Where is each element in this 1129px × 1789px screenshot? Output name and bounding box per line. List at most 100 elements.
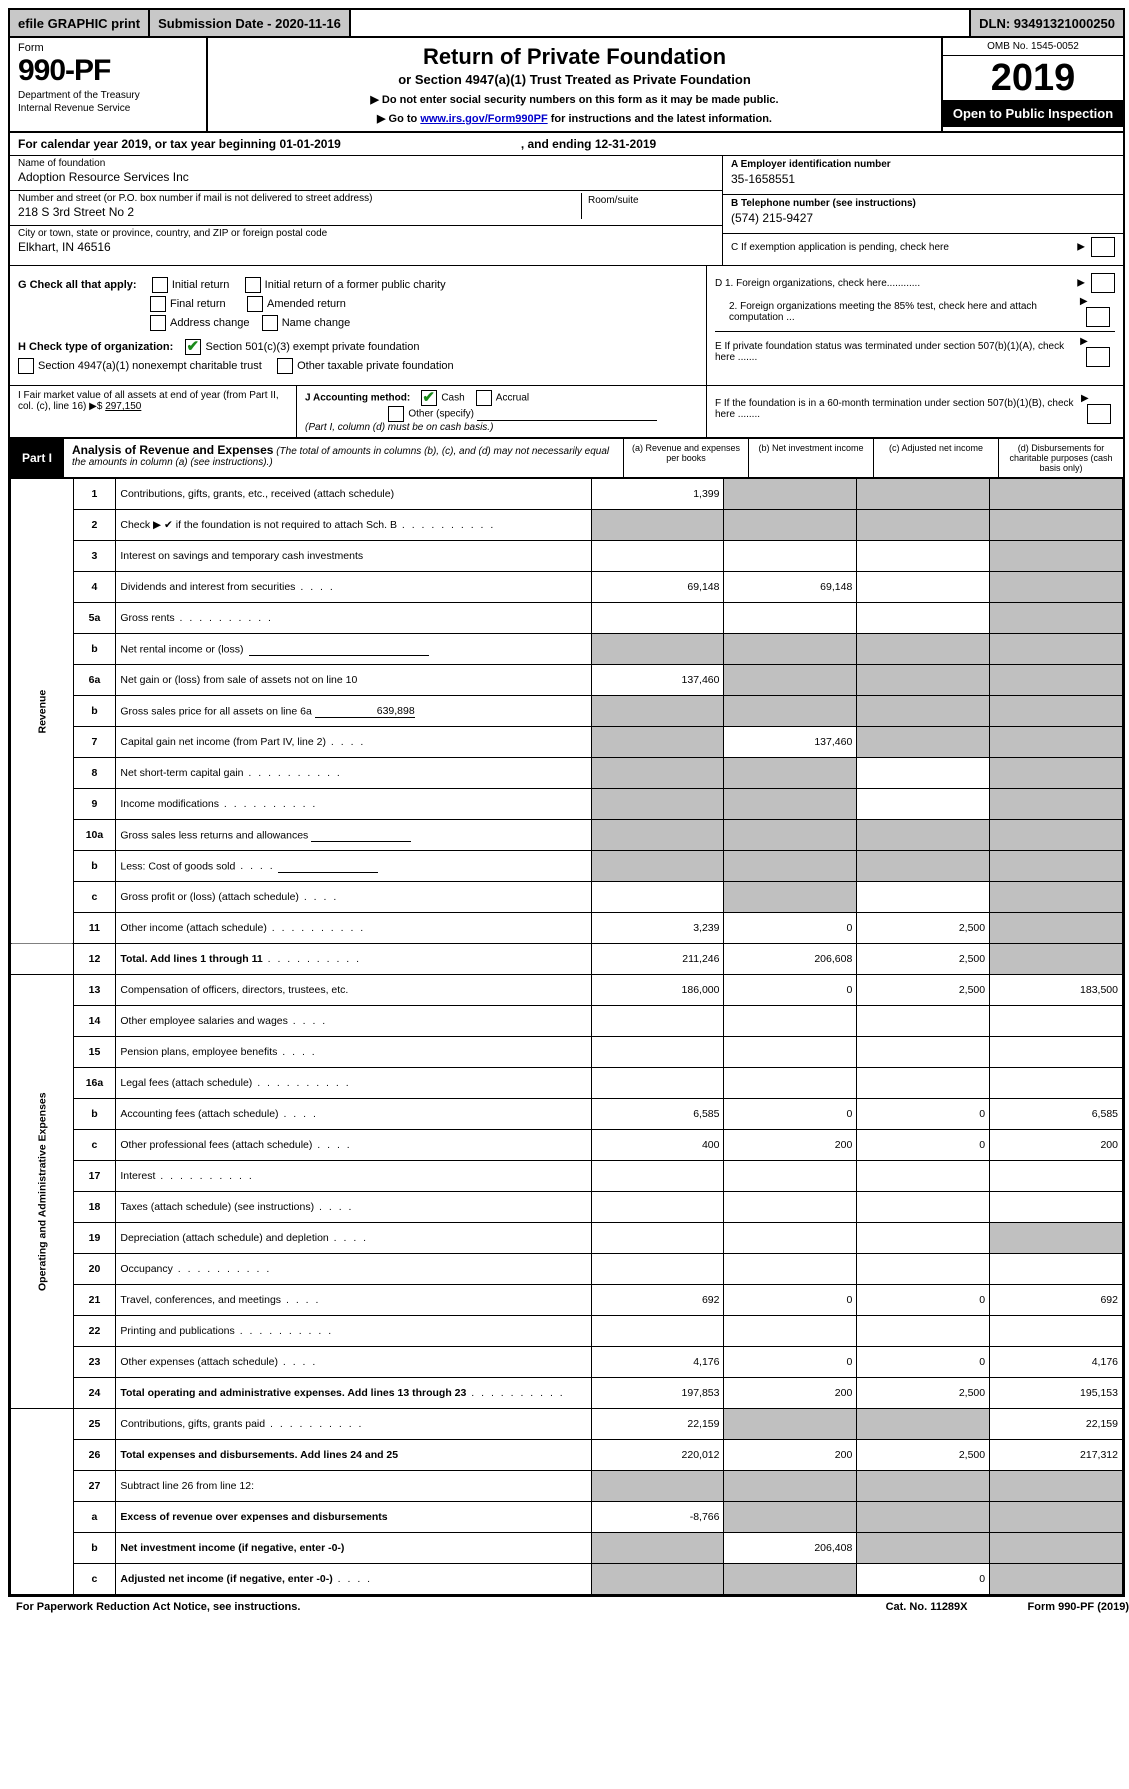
table-row: 24 Total operating and administrative ex… (11, 1378, 1123, 1409)
exemption-pending: C If exemption application is pending, c… (723, 234, 1123, 265)
d2-label: 2. Foreign organizations meeting the 85%… (715, 301, 1080, 323)
entity-right: A Employer identification number 35-1658… (723, 156, 1123, 265)
c-label: C If exemption application is pending, c… (731, 242, 949, 253)
table-row: 19 Depreciation (attach schedule) and de… (11, 1223, 1123, 1254)
irs-label: Internal Revenue Service (18, 103, 198, 114)
lbl-amended: Amended return (267, 298, 346, 310)
chk-initial[interactable] (152, 277, 168, 293)
i-box: I Fair market value of all assets at end… (10, 386, 297, 437)
d2-checkbox[interactable] (1086, 307, 1110, 327)
i-label: I Fair market value of all assets at end… (18, 390, 279, 412)
chk-cash[interactable] (421, 390, 437, 406)
lbl-4947: Section 4947(a)(1) nonexempt charitable … (38, 360, 262, 372)
line-desc: Check ▶ ✔ if the foundation is not requi… (116, 510, 591, 541)
chk-4947[interactable] (18, 358, 34, 374)
f-checkbox[interactable] (1087, 404, 1111, 424)
h-label: H Check type of organization: (18, 341, 173, 353)
table-row: c Adjusted net income (if negative, ente… (11, 1564, 1123, 1595)
line-num: 1 (73, 479, 116, 510)
chk-addr-change[interactable] (150, 315, 166, 331)
ein-box: A Employer identification number 35-1658… (723, 156, 1123, 195)
e-row: E If private foundation status was termi… (715, 331, 1115, 367)
dept-treasury: Department of the Treasury (18, 90, 198, 101)
table-row: c Gross profit or (loss) (attach schedul… (11, 882, 1123, 913)
header-center: Return of Private Foundation or Section … (208, 38, 941, 131)
foundation-name: Adoption Resource Services Inc (18, 170, 714, 184)
e-label: E If private foundation status was termi… (715, 341, 1080, 363)
h-row: H Check type of organization: Section 50… (18, 339, 698, 355)
open-to-public: Open to Public Inspection (943, 100, 1123, 127)
table-row: 21 Travel, conferences, and meetings 692… (11, 1285, 1123, 1316)
d1-row: D 1. Foreign organizations, check here..… (715, 273, 1115, 293)
part1-tag: Part I (10, 439, 64, 477)
d1-arrow: ▶ (1077, 273, 1115, 293)
chk-other-method[interactable] (388, 406, 404, 422)
cal-end: , and ending 12-31-2019 (521, 137, 656, 151)
header-left: Form 990-PF Department of the Treasury I… (10, 38, 208, 131)
table-row: b Net rental income or (loss) (11, 634, 1123, 665)
dln: DLN: 93491321000250 (969, 10, 1123, 36)
d2-arrow: ▶ (1080, 296, 1115, 327)
c-arrow: ▶ (1077, 237, 1115, 257)
chk-accrual[interactable] (476, 390, 492, 406)
col-a-hdr: (a) Revenue and expenses per books (623, 439, 748, 477)
i-j-f-row: I Fair market value of all assets at end… (10, 386, 1123, 439)
form-page: efile GRAPHIC print Submission Date - 20… (8, 8, 1125, 1597)
table-row: 5a Gross rents (11, 603, 1123, 634)
revenue-side-label: Revenue (11, 479, 74, 944)
table-row: 8 Net short-term capital gain (11, 758, 1123, 789)
line-desc: Contributions, gifts, grants, etc., rece… (116, 479, 591, 510)
d1-checkbox[interactable] (1091, 273, 1115, 293)
chk-other-tax[interactable] (277, 358, 293, 374)
d2-row: 2. Foreign organizations meeting the 85%… (715, 296, 1115, 327)
phone-label: B Telephone number (see instructions) (731, 198, 916, 209)
lbl-cash: Cash (441, 393, 464, 404)
part1-table: Revenue 1 Contributions, gifts, grants, … (10, 479, 1123, 1595)
addr-box: Number and street (or P.O. box number if… (10, 191, 722, 226)
table-row: 20 Occupancy (11, 1254, 1123, 1285)
table-row: 11 Other income (attach schedule) 3,2390… (11, 913, 1123, 944)
footer: For Paperwork Reduction Act Notice, see … (8, 1597, 1129, 1615)
table-row: 18 Taxes (attach schedule) (see instruct… (11, 1192, 1123, 1223)
table-row: b Less: Cost of goods sold (11, 851, 1123, 882)
g-h-section: G Check all that apply: Initial return I… (10, 266, 1123, 386)
i-arrow: ▶$ (89, 401, 102, 412)
f-box: F If the foundation is in a 60-month ter… (706, 386, 1123, 437)
form-number: 990-PF (18, 54, 198, 88)
part1-header: Part I Analysis of Revenue and Expenses … (10, 439, 1123, 479)
val-b (724, 479, 857, 510)
addr-main: Number and street (or P.O. box number if… (18, 193, 581, 219)
lbl-other-method: Other (specify) (408, 409, 474, 420)
goto-suffix: for instructions and the latest informat… (548, 113, 772, 125)
j-note: (Part I, column (d) must be on cash basi… (305, 422, 493, 433)
val-c (857, 479, 990, 510)
h-row2: Section 4947(a)(1) nonexempt charitable … (18, 358, 698, 374)
phone-box: B Telephone number (see instructions) (5… (723, 195, 1123, 234)
table-row: 16a Legal fees (attach schedule) (11, 1068, 1123, 1099)
table-row: Revenue 1 Contributions, gifts, grants, … (11, 479, 1123, 510)
lbl-initial: Initial return (172, 279, 229, 291)
chk-501c3[interactable] (185, 339, 201, 355)
g-label: G Check all that apply: (18, 279, 137, 291)
form-label: Form (18, 42, 198, 54)
c-checkbox[interactable] (1091, 237, 1115, 257)
table-row: 26 Total expenses and disbursements. Add… (11, 1440, 1123, 1471)
chk-initial-former[interactable] (245, 277, 261, 293)
goto-prefix: ▶ Go to (377, 113, 420, 125)
e-arrow: ▶ (1080, 336, 1115, 367)
table-row: 4 Dividends and interest from securities… (11, 572, 1123, 603)
e-checkbox[interactable] (1086, 347, 1110, 367)
table-row: 7 Capital gain net income (from Part IV,… (11, 727, 1123, 758)
chk-name-change[interactable] (262, 315, 278, 331)
other-method-line (477, 408, 657, 421)
omb-number: OMB No. 1545-0052 (943, 38, 1123, 56)
lbl-initial-former: Initial return of a former public charit… (265, 279, 446, 291)
chk-amended[interactable] (247, 296, 263, 312)
chk-final[interactable] (150, 296, 166, 312)
form-note-1: ▶ Do not enter social security numbers o… (218, 93, 931, 106)
lbl-501c3: Section 501(c)(3) exempt private foundat… (205, 341, 419, 353)
expenses-side-label: Operating and Administrative Expenses (11, 975, 74, 1409)
table-row: 25 Contributions, gifts, grants paid 22,… (11, 1409, 1123, 1440)
irs-link[interactable]: www.irs.gov/Form990PF (420, 113, 547, 125)
g-row2: Final return Amended return (18, 296, 698, 312)
